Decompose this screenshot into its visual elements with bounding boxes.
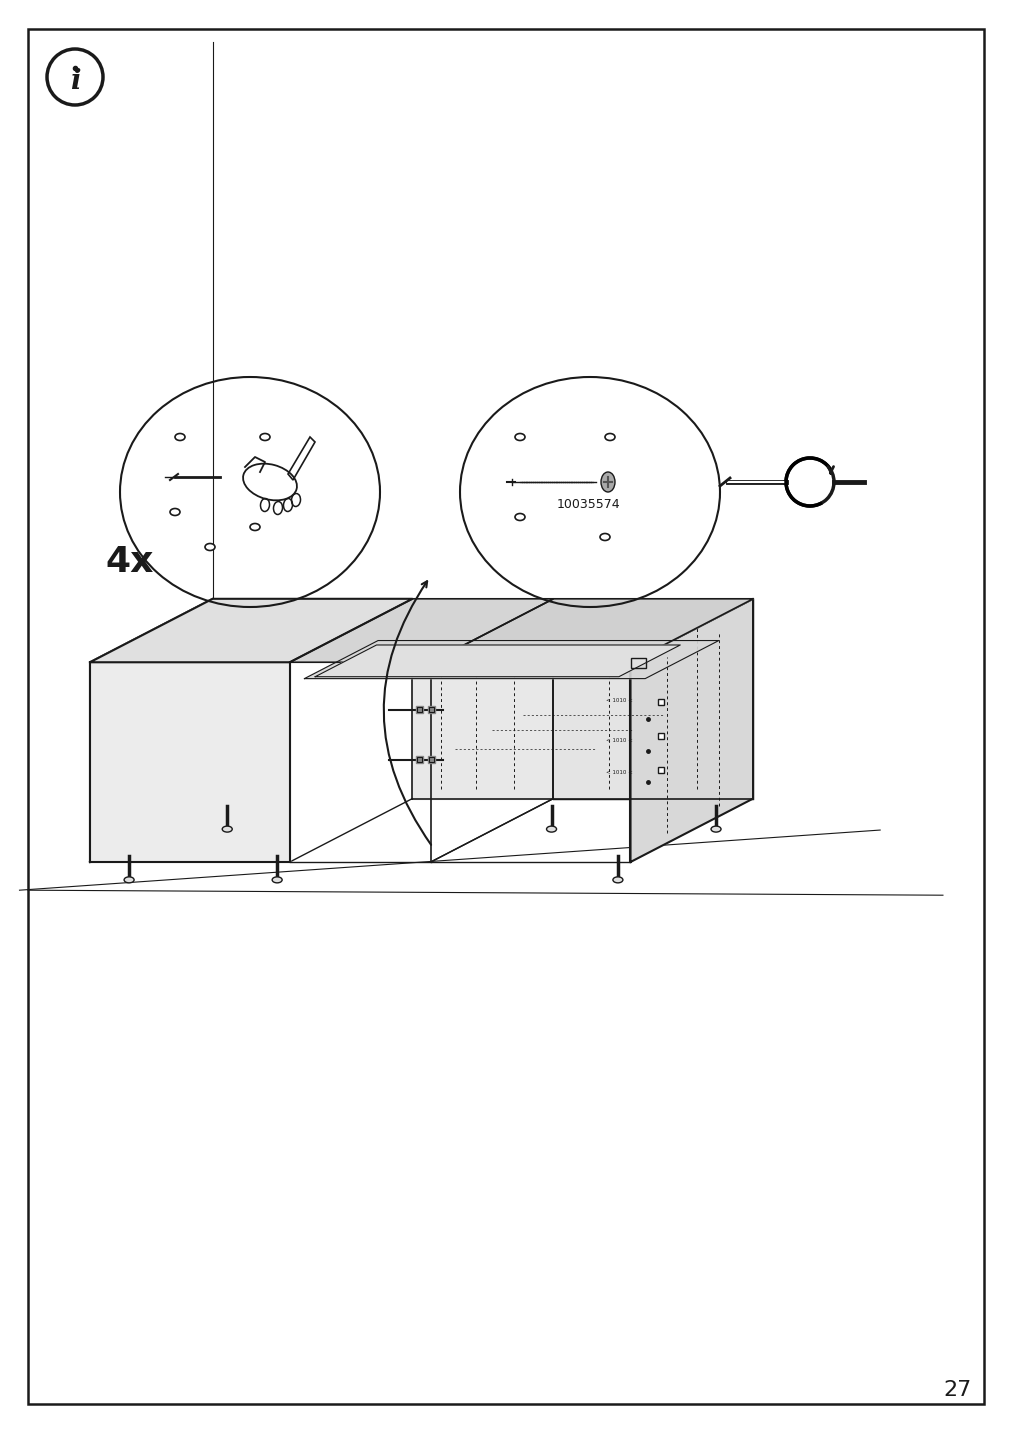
- Polygon shape: [90, 599, 212, 862]
- Text: i: i: [70, 67, 80, 95]
- Bar: [417, 707, 422, 713]
- Ellipse shape: [613, 876, 623, 884]
- Polygon shape: [553, 599, 752, 799]
- Bar: [428, 706, 435, 713]
- Ellipse shape: [711, 826, 720, 832]
- Polygon shape: [90, 662, 289, 862]
- Ellipse shape: [124, 876, 134, 884]
- Bar: [429, 758, 434, 762]
- Text: 4x: 4x: [106, 546, 154, 579]
- Bar: [417, 758, 422, 762]
- Text: 27: 27: [943, 1380, 971, 1400]
- Ellipse shape: [170, 508, 180, 516]
- Ellipse shape: [260, 434, 270, 441]
- Polygon shape: [412, 599, 553, 799]
- Polygon shape: [314, 644, 679, 677]
- Bar: [429, 707, 434, 713]
- Ellipse shape: [250, 524, 260, 530]
- Ellipse shape: [175, 434, 185, 441]
- Ellipse shape: [272, 876, 282, 884]
- Bar: [416, 756, 423, 763]
- Ellipse shape: [605, 434, 615, 441]
- Bar: [630, 657, 645, 667]
- Polygon shape: [630, 599, 752, 862]
- Bar: [416, 706, 423, 713]
- Polygon shape: [289, 599, 553, 662]
- Bar: [428, 756, 435, 763]
- Polygon shape: [431, 599, 752, 662]
- Ellipse shape: [205, 544, 214, 550]
- Ellipse shape: [546, 826, 556, 832]
- Ellipse shape: [515, 514, 525, 520]
- Text: < 1010 <: < 1010 <: [606, 699, 632, 703]
- Ellipse shape: [515, 434, 525, 441]
- Polygon shape: [304, 640, 718, 679]
- Ellipse shape: [600, 534, 610, 540]
- Polygon shape: [90, 599, 412, 662]
- Ellipse shape: [222, 826, 232, 832]
- Ellipse shape: [601, 473, 615, 493]
- Text: < 1010 <: < 1010 <: [606, 739, 632, 743]
- Text: < 1010 <: < 1010 <: [606, 770, 632, 775]
- Text: 10035574: 10035574: [556, 497, 619, 510]
